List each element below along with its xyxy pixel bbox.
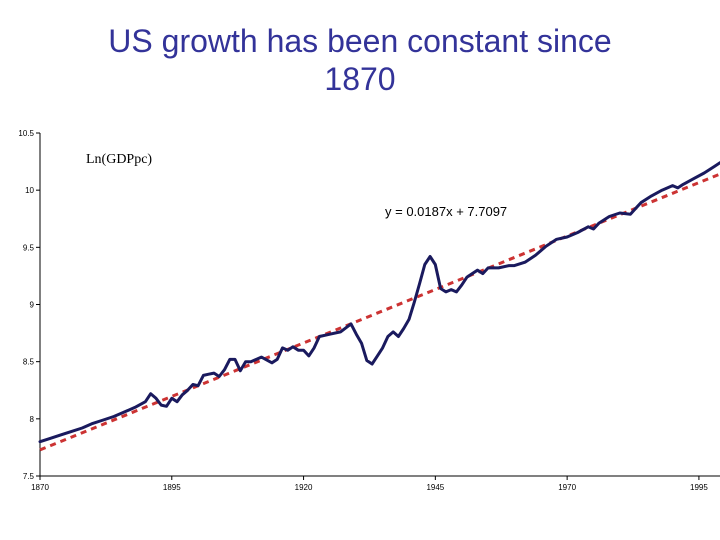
y-tick-label: 8.5 <box>23 358 35 367</box>
y-tick-label: 10.5 <box>18 129 34 138</box>
series-line-ln-gdppc <box>38 161 720 444</box>
x-tick-label: 1970 <box>558 483 576 492</box>
slide-title-line1: US growth has been constant since <box>108 23 612 59</box>
x-tick-label: 1870 <box>31 483 49 492</box>
y-tick-label: 9 <box>30 301 35 310</box>
slide-title: US growth has been constant since 1870 <box>20 22 700 98</box>
x-tick-label: 1945 <box>426 483 444 492</box>
tick-labels: 7.5 8 8.5 9 9.5 10 10.5 1870 1895 1920 1945 1970 199… <box>18 129 708 492</box>
y-tick-label: 8 <box>30 415 35 424</box>
slide-title-line2: 1870 <box>324 61 396 97</box>
trendline-equation: y = 0.0187x + 7.7097 <box>385 204 507 219</box>
series-lines <box>38 161 720 444</box>
y-tick-label: 9.5 <box>23 243 35 252</box>
y-tick-label: 10 <box>25 186 34 195</box>
x-tick-label: 1920 <box>295 483 313 492</box>
y-axis-label: Ln(GDPpc) <box>86 152 152 167</box>
y-tick-label: 7.5 <box>23 472 35 481</box>
trendline-dashed <box>39 172 720 452</box>
x-tick-label: 1895 <box>163 483 181 492</box>
trendline <box>39 172 720 452</box>
axes <box>36 132 720 480</box>
x-tick-label: 1995 <box>690 483 708 492</box>
